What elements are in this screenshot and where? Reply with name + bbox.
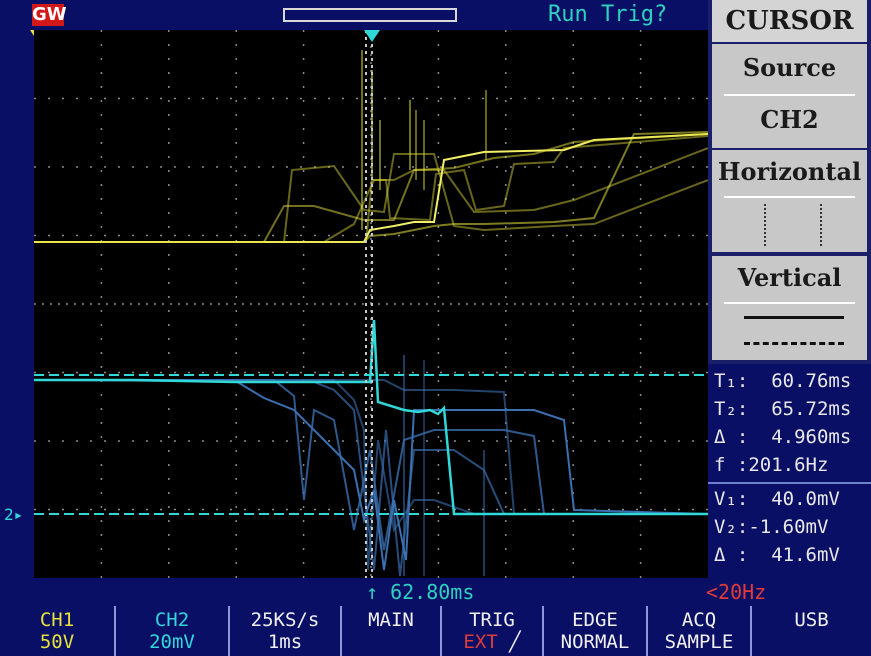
readout-divider (708, 482, 871, 484)
readout-t2: T₂: 65.72ms (714, 398, 852, 420)
channel-markers: 2▸ (4, 30, 34, 524)
trigger-frequency: <20Hz (706, 580, 767, 604)
cursor-overlay (34, 30, 708, 578)
waveform-screen (34, 30, 708, 578)
acquire-mode: SAMPLE (664, 631, 734, 653)
edge-label: EDGE (572, 609, 618, 631)
trigger-position: ↑ 62.80ms (366, 580, 475, 604)
rising-edge-icon: ╱ (509, 631, 521, 653)
trigger-mode: NORMAL (560, 631, 630, 653)
ch2-settings[interactable]: CH2 20mV (114, 606, 228, 656)
sample-rate: 25KS/s (250, 609, 320, 631)
ch1-settings[interactable]: CH1 50V (0, 606, 114, 656)
trig-label: TRIG (469, 609, 515, 631)
waveform-traces (34, 50, 708, 577)
usb-label: USB (794, 609, 829, 631)
cursor-readout: T₁: 60.76ms T₂: 65.72ms Δ : 4.960ms f :2… (708, 364, 871, 578)
main-timebase-button[interactable]: MAIN (340, 606, 440, 656)
ch1-ground-marker-icon (30, 30, 34, 36)
trigger-settings[interactable]: TRIG EXT ╱ (440, 606, 542, 656)
ch1-scale: 50V (39, 631, 75, 653)
top-status-bar: GW Run Trig? (0, 0, 708, 30)
ch1-waveform (34, 50, 708, 243)
memory-position-bar (283, 8, 457, 22)
acquisition-status: Run Trig? (548, 2, 668, 27)
ch1-label: CH1 (39, 609, 75, 631)
timebase-info: ↑ 62.80ms <20Hz (0, 578, 871, 606)
bottom-softkey-bar: CH1 50V CH2 20mV 25KS/s 1ms MAIN TRIG EX… (0, 606, 871, 656)
horizontal-cursor-icon (764, 204, 822, 246)
vertical-softkey[interactable]: Vertical (712, 256, 867, 360)
trigger-marker-icon (364, 30, 380, 42)
menu-title: CURSOR (712, 0, 867, 42)
usb-button[interactable]: USB (750, 606, 871, 656)
timebase-settings[interactable]: 25KS/s 1ms (228, 606, 340, 656)
readout-frequency: f :201.6Hz (714, 454, 829, 476)
time-per-division: 1ms (267, 631, 303, 653)
readout-v2: V₂:-1.60mV (714, 516, 829, 538)
ch2-label: CH2 (154, 609, 190, 631)
ch2-scale: 20mV (149, 631, 195, 653)
brand-logo: GW (32, 4, 67, 26)
main-label: MAIN (368, 609, 414, 631)
source-softkey[interactable]: Source CH2 (712, 44, 867, 148)
readout-t1: T₁: 60.76ms (714, 370, 852, 392)
vertical-label: Vertical (737, 263, 842, 292)
acquire-settings[interactable]: ACQ SAMPLE (646, 606, 750, 656)
trig-source: EXT (463, 631, 498, 653)
ch2-ground-marker-icon: 2▸ (4, 505, 23, 524)
acq-label: ACQ (681, 609, 717, 631)
readout-delta-v: Δ : 41.6mV (714, 544, 840, 566)
ch2-persistence (34, 355, 708, 577)
vertical-cursor-icon (744, 316, 844, 346)
source-value: CH2 (760, 105, 819, 134)
horizontal-softkey[interactable]: Horizontal (712, 150, 867, 252)
horizontal-label: Horizontal (717, 157, 862, 186)
source-label: Source (742, 53, 837, 82)
cursor-menu: CURSOR Source CH2 Horizontal Vertical (708, 0, 871, 364)
edge-settings[interactable]: EDGE NORMAL (542, 606, 646, 656)
readout-delta-t: Δ : 4.960ms (714, 426, 852, 448)
readout-v1: V₁: 40.0mV (714, 488, 840, 510)
